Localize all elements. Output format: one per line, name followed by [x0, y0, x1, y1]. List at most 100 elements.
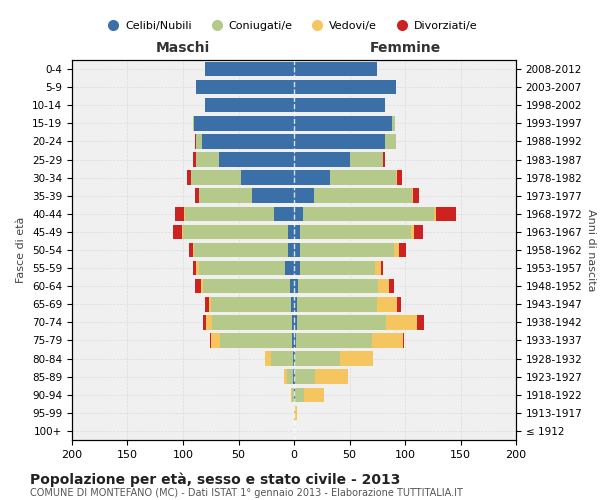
- Bar: [294, 297, 298, 312]
- Bar: [298, 297, 377, 312]
- Bar: [414, 224, 423, 239]
- Bar: [209, 297, 211, 312]
- Bar: [413, 188, 419, 203]
- Text: Popolazione per età, sesso e stato civile - 2013: Popolazione per età, sesso e stato civil…: [30, 472, 400, 487]
- Bar: [203, 279, 290, 293]
- Text: COMUNE DI MONTEFANO (MC) - Dati ISTAT 1° gennaio 2013 - Elaborazione TUTTITALIA.: COMUNE DI MONTEFANO (MC) - Dati ISTAT 1°…: [30, 488, 463, 498]
- Bar: [265, 352, 271, 366]
- Bar: [195, 188, 199, 203]
- Bar: [294, 188, 314, 203]
- Bar: [191, 170, 241, 185]
- Bar: [329, 170, 396, 185]
- Bar: [284, 370, 287, 384]
- Bar: [196, 261, 199, 276]
- Bar: [294, 116, 392, 130]
- Bar: [202, 134, 294, 148]
- Bar: [294, 152, 349, 167]
- Bar: [199, 261, 285, 276]
- Bar: [292, 315, 294, 330]
- Bar: [303, 206, 434, 221]
- Bar: [274, 206, 294, 221]
- Bar: [294, 224, 299, 239]
- Bar: [195, 134, 196, 148]
- Bar: [294, 279, 298, 293]
- Bar: [193, 243, 194, 257]
- Bar: [293, 370, 294, 384]
- Bar: [195, 279, 201, 293]
- Bar: [183, 224, 289, 239]
- Bar: [294, 170, 329, 185]
- Bar: [397, 297, 401, 312]
- Legend: Celibi/Nubili, Coniugati/e, Vedovi/e, Divorziati/e: Celibi/Nubili, Coniugati/e, Vedovi/e, Di…: [106, 16, 482, 35]
- Bar: [290, 297, 294, 312]
- Bar: [199, 188, 252, 203]
- Bar: [385, 134, 396, 148]
- Bar: [289, 224, 294, 239]
- Bar: [292, 388, 294, 402]
- Bar: [293, 352, 294, 366]
- Bar: [196, 152, 218, 167]
- Bar: [287, 370, 293, 384]
- Bar: [294, 388, 295, 402]
- Bar: [292, 333, 294, 347]
- Bar: [182, 224, 183, 239]
- Bar: [294, 98, 385, 112]
- Bar: [379, 279, 389, 293]
- Bar: [205, 62, 294, 76]
- Bar: [299, 243, 394, 257]
- Bar: [194, 243, 289, 257]
- Bar: [349, 152, 383, 167]
- Bar: [314, 188, 412, 203]
- Bar: [294, 206, 303, 221]
- Bar: [294, 370, 295, 384]
- Bar: [392, 116, 395, 130]
- Bar: [294, 243, 299, 257]
- Bar: [218, 152, 294, 167]
- Bar: [193, 261, 196, 276]
- Bar: [294, 62, 377, 76]
- Bar: [212, 315, 292, 330]
- Bar: [185, 206, 274, 221]
- Bar: [412, 188, 413, 203]
- Bar: [173, 224, 182, 239]
- Bar: [294, 333, 296, 347]
- Bar: [194, 116, 294, 130]
- Bar: [294, 80, 396, 94]
- Bar: [193, 116, 194, 130]
- Bar: [201, 279, 203, 293]
- Bar: [188, 243, 193, 257]
- Bar: [417, 315, 424, 330]
- Bar: [241, 170, 294, 185]
- Bar: [290, 279, 294, 293]
- Bar: [271, 352, 293, 366]
- Bar: [294, 352, 295, 366]
- Bar: [184, 206, 185, 221]
- Bar: [205, 297, 209, 312]
- Bar: [196, 134, 202, 148]
- Bar: [410, 224, 414, 239]
- Bar: [175, 206, 184, 221]
- Bar: [203, 315, 206, 330]
- Bar: [295, 388, 304, 402]
- Bar: [315, 370, 349, 384]
- Text: Femmine: Femmine: [370, 40, 440, 54]
- Bar: [396, 170, 397, 185]
- Y-axis label: Anni di nascita: Anni di nascita: [586, 209, 596, 291]
- Bar: [220, 333, 292, 347]
- Bar: [285, 261, 294, 276]
- Bar: [400, 243, 406, 257]
- Text: Maschi: Maschi: [156, 40, 210, 54]
- Bar: [193, 152, 196, 167]
- Bar: [211, 297, 290, 312]
- Bar: [394, 243, 400, 257]
- Bar: [389, 279, 394, 293]
- Bar: [299, 224, 410, 239]
- Bar: [294, 315, 298, 330]
- Bar: [304, 388, 324, 402]
- Bar: [298, 315, 386, 330]
- Bar: [289, 243, 294, 257]
- Bar: [383, 152, 385, 167]
- Bar: [403, 333, 404, 347]
- Bar: [340, 352, 373, 366]
- Bar: [377, 297, 397, 312]
